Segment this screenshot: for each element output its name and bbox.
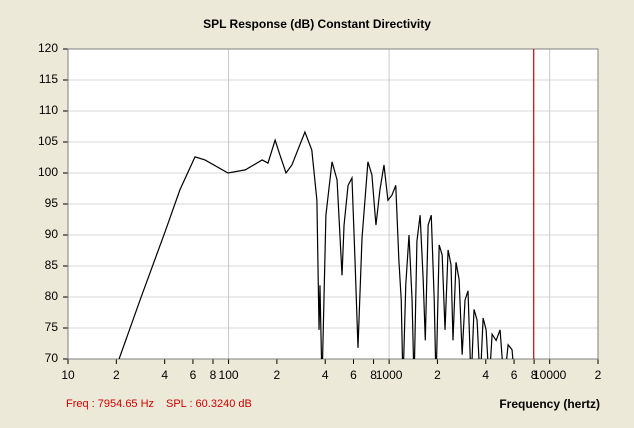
y-tick-label: 110 [39, 103, 58, 117]
x-tick-label: 100 [219, 368, 239, 382]
cursor-spl-label: SPL : 60.3240 dB [166, 398, 252, 410]
x-tick-label: 4 [482, 368, 489, 382]
y-tick-label: 120 [38, 41, 58, 55]
data-line [118, 130, 514, 359]
x-tick-label: 2 [434, 368, 441, 382]
y-tick-label: 105 [38, 134, 58, 148]
x-tick-label: 4 [322, 368, 329, 382]
y-tick-label: 95 [45, 196, 59, 210]
x-tick-label: 6 [350, 368, 357, 382]
y-tick-label: 100 [38, 165, 58, 179]
chart-title: SPL Response (dB) Constant Directivity [203, 17, 431, 31]
x-tick-label: 4 [161, 368, 168, 382]
x-tick-label: 2 [274, 368, 281, 382]
y-tick-label: 80 [45, 289, 59, 303]
cursor-freq-label: Freq : 7954.65 Hz [66, 398, 154, 410]
y-tick-label: 115 [39, 72, 58, 86]
x-tick-label: 1000 [376, 368, 403, 382]
x-tick-label: 6 [190, 368, 197, 382]
x-tick-label: 2 [595, 368, 602, 382]
x-tick-label: 10000 [533, 368, 567, 382]
x-tick-label: 8 [210, 368, 217, 382]
x-tick-label: 6 [511, 368, 518, 382]
y-tick-label: 75 [45, 320, 59, 334]
y-tick-label: 90 [45, 227, 59, 241]
x-tick-label: 8 [531, 368, 538, 382]
plot-frame [67, 48, 599, 360]
x-tick-label: 8 [370, 368, 377, 382]
x-axis-label: Frequency (hertz) [499, 397, 600, 411]
y-tick-label: 70 [45, 351, 59, 365]
x-tick-label: 10 [61, 368, 75, 382]
y-tick-label: 85 [45, 258, 59, 272]
x-tick-label: 2 [113, 368, 120, 382]
